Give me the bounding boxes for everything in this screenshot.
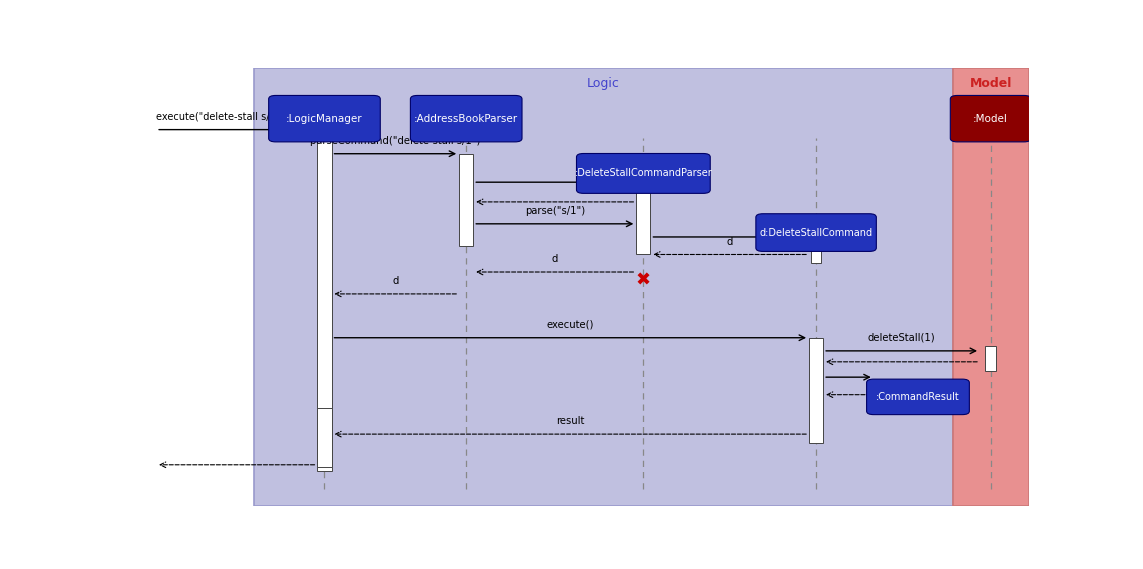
Bar <box>912 397 924 412</box>
FancyBboxPatch shape <box>269 96 381 142</box>
Text: :Model: :Model <box>973 114 1008 123</box>
Text: ✖: ✖ <box>636 272 650 290</box>
Bar <box>810 237 822 263</box>
Bar <box>985 347 996 370</box>
Text: :CommandResult: :CommandResult <box>876 392 960 402</box>
Text: deleteStall(1): deleteStall(1) <box>868 333 935 343</box>
Text: d:DeleteStallCommand: d:DeleteStallCommand <box>760 228 872 238</box>
FancyBboxPatch shape <box>756 214 877 251</box>
FancyBboxPatch shape <box>410 96 522 142</box>
Text: d: d <box>727 237 733 246</box>
Bar <box>953 68 1029 506</box>
Text: execute(): execute() <box>546 320 594 330</box>
Bar <box>637 182 650 254</box>
Bar <box>459 154 473 246</box>
Bar <box>809 338 823 443</box>
Bar <box>254 68 953 506</box>
Bar <box>318 130 331 471</box>
Text: result: result <box>557 417 584 426</box>
Text: :DeleteStallCommandParser: :DeleteStallCommandParser <box>575 168 712 179</box>
Text: Logic: Logic <box>588 77 620 90</box>
Text: execute("delete-stall s/1"): execute("delete-stall s/1") <box>157 112 285 122</box>
Text: :AddressBookParser: :AddressBookParser <box>414 114 518 123</box>
Text: d: d <box>552 254 558 264</box>
Bar <box>143 68 254 506</box>
FancyBboxPatch shape <box>576 154 710 193</box>
Bar <box>318 408 331 467</box>
Text: Model: Model <box>970 77 1013 90</box>
Text: :LogicManager: :LogicManager <box>286 114 362 123</box>
Text: parse("s/1"): parse("s/1") <box>525 206 585 216</box>
Text: parseCommand("delete-stall s/1"): parseCommand("delete-stall s/1") <box>310 136 480 146</box>
Text: d: d <box>392 276 399 286</box>
FancyBboxPatch shape <box>866 379 969 415</box>
FancyBboxPatch shape <box>950 96 1031 142</box>
